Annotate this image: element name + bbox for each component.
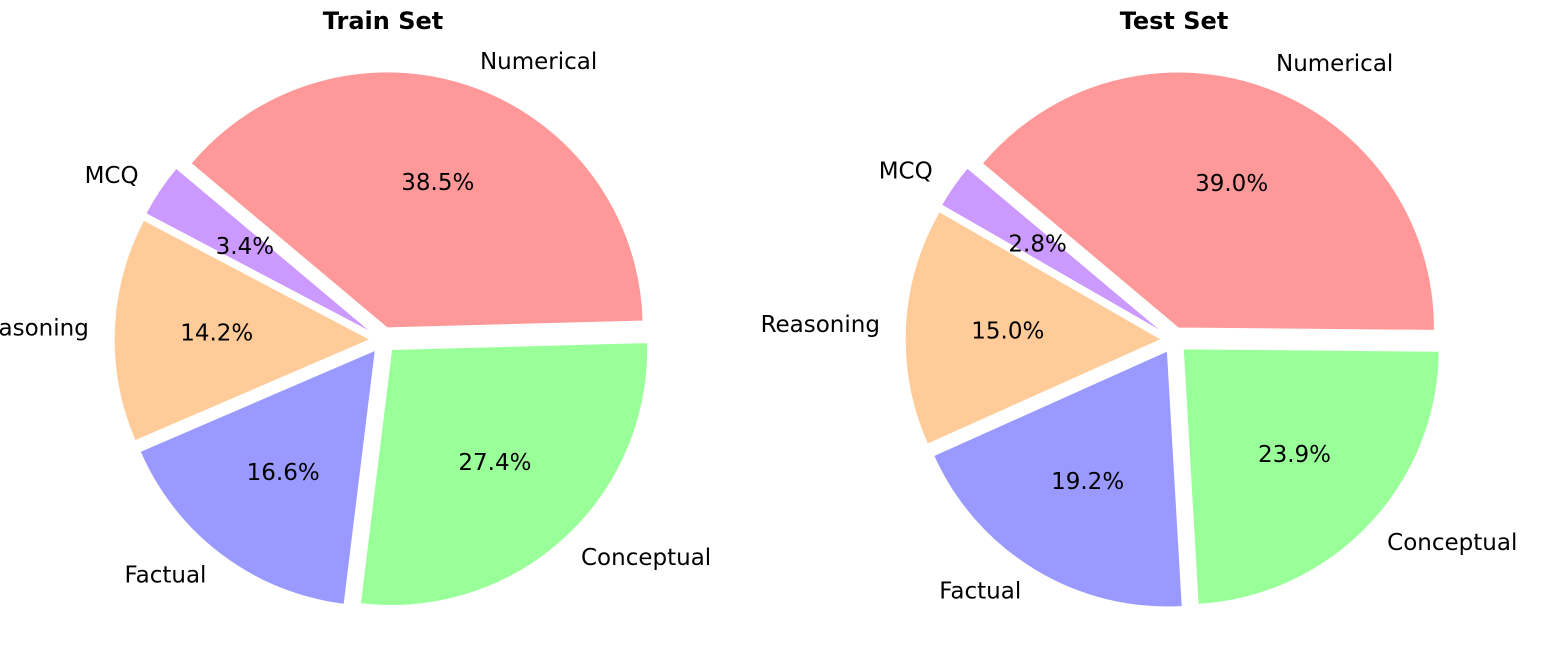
test-set-value-mcq: 2.8% [1008, 232, 1066, 258]
train-set-label-mcq: MCQ [85, 163, 139, 189]
test-set-chart-title: Test Set [1120, 7, 1229, 35]
train-set-value-numerical: 38.5% [401, 170, 474, 196]
test-set-slice-conceptual [1182, 348, 1440, 605]
train-set-pie-chart: Train Set Numerical 38.5% Conceptual 27.4% F… [0, 7, 711, 606]
test-set-slice-factual [933, 350, 1183, 608]
train-set-slice-factual [139, 349, 376, 605]
train-set-label-reasoning: Reasoning [0, 316, 89, 342]
test-set-label-reasoning: Reasoning [761, 312, 880, 338]
test-set-value-factual: 19.2% [1051, 469, 1124, 495]
test-set-label-mcq: MCQ [879, 158, 933, 184]
train-set-value-conceptual: 27.4% [458, 450, 531, 476]
test-set-slice-mcq [940, 167, 1164, 334]
train-set-slice-mcq [145, 167, 373, 334]
train-set-value-factual: 16.6% [247, 460, 320, 486]
test-set-label-numerical: Numerical [1276, 51, 1393, 77]
train-set-label-numerical: Numerical [480, 49, 597, 75]
train-set-value-reasoning: 14.2% [180, 321, 253, 347]
test-set-pie-chart: Test Set Numerical 39.0% Conceptual 23.9% Fa… [761, 7, 1517, 608]
train-set-slice-numerical [190, 71, 644, 329]
test-set-value-reasoning: 15.0% [971, 319, 1044, 345]
test-set-value-numerical: 39.0% [1195, 171, 1268, 197]
train-set-value-mcq: 3.4% [216, 234, 274, 260]
test-set-slice-reasoning [904, 211, 1163, 445]
train-set-slice-reasoning [113, 219, 372, 442]
train-set-label-conceptual: Conceptual [581, 545, 711, 571]
train-set-slice-conceptual [359, 342, 649, 606]
test-set-label-factual: Factual [939, 579, 1021, 605]
test-set-value-conceptual: 23.9% [1258, 442, 1331, 468]
train-set-chart-title: Train Set [323, 7, 443, 35]
test-set-label-conceptual: Conceptual [1387, 530, 1517, 556]
train-set-label-factual: Factual [124, 563, 206, 589]
test-set-slice-numerical [981, 71, 1435, 331]
